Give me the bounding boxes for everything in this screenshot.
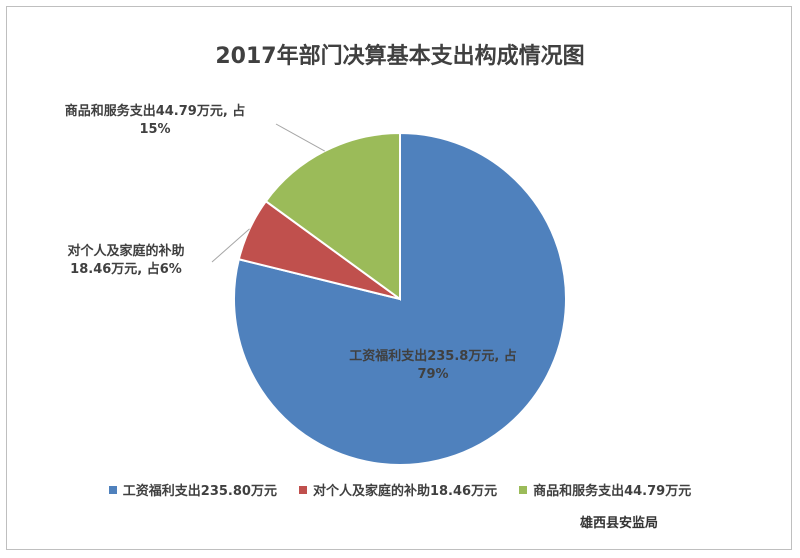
legend-item-salary: 工资福利支出235.80万元 <box>108 480 277 499</box>
legend-swatch-goods-services <box>519 485 528 494</box>
legend-item-subsidy: 对个人及家庭的补助18.46万元 <box>298 480 498 499</box>
data-label-goods-services-line1: 商品和服务支出44.79万元, 占 <box>64 104 246 119</box>
pie-slice-goods-services <box>264 131 401 301</box>
source-note: 雄西县安监局 <box>580 516 659 531</box>
data-label-subsidy: 对个人及家庭的补助 18.46万元, 占6% <box>36 243 216 279</box>
pie-slice-salary <box>233 131 567 466</box>
legend-label-goods-services: 商品和服务支出44.79万元 <box>533 484 692 499</box>
legend-swatch-subsidy <box>298 485 307 494</box>
legend-item-goods-services: 商品和服务支出44.79万元 <box>519 480 691 499</box>
data-label-salary: 工资福利支出235.8万元, 占 79% <box>318 348 548 384</box>
data-label-goods-services: 商品和服务支出44.79万元, 占 15% <box>40 103 270 139</box>
legend-swatch-salary <box>108 485 117 494</box>
legend-label-subsidy: 对个人及家庭的补助18.46万元 <box>312 484 498 499</box>
legend: 工资福利支出235.80万元 对个人及家庭的补助18.46万元 商品和服务支出4… <box>0 480 800 499</box>
data-label-salary-line2: 79% <box>417 367 449 382</box>
data-label-goods-services-line2: 15% <box>139 122 171 137</box>
data-label-subsidy-line1: 对个人及家庭的补助 <box>67 244 185 259</box>
chart-title: 2017年部门决算基本支出构成情况图 <box>215 44 585 69</box>
data-label-salary-line1: 工资福利支出235.8万元, 占 <box>349 349 517 364</box>
leader-line-subsidy <box>211 228 250 263</box>
legend-label-salary: 工资福利支出235.80万元 <box>122 484 277 499</box>
data-label-subsidy-line2: 18.46万元, 占6% <box>70 262 182 277</box>
leader-line-goods-services <box>275 123 325 152</box>
